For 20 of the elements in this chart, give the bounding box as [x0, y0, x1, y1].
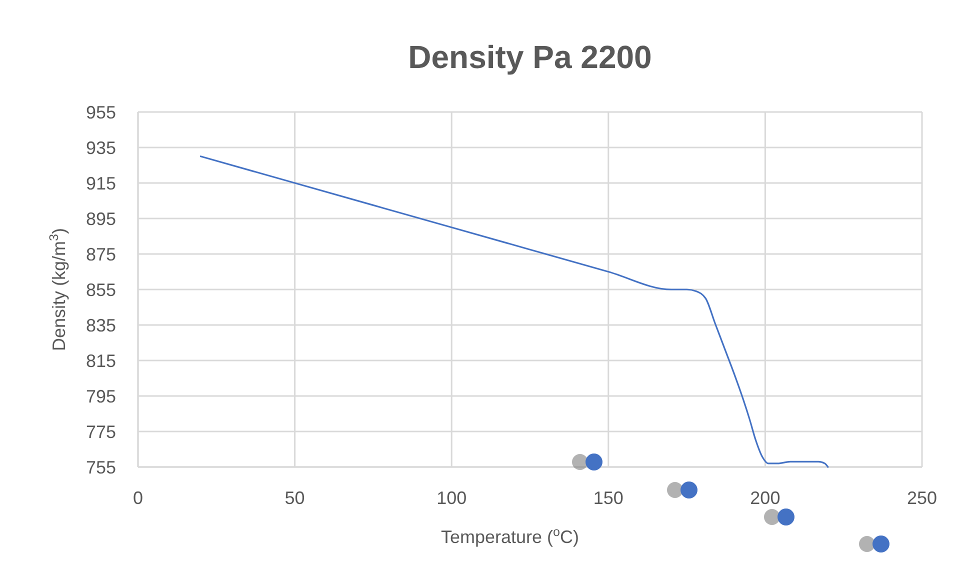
x-tick-label: 150 — [593, 488, 624, 508]
y-tick-label: 955 — [86, 102, 116, 122]
x-axis-title: Temperature ($^{o}$C) — [440, 525, 580, 547]
x-tick-label: 250 — [906, 488, 938, 508]
y-tick-label: 815 — [86, 350, 116, 371]
x-tick-label: 0 — [132, 488, 144, 508]
x-tick-label: 50 — [284, 488, 305, 508]
x-tick-label: 100 — [436, 488, 467, 508]
chart-title: Density Pa 2200 — [408, 39, 652, 75]
y-tick-label: 755 — [86, 457, 116, 478]
y-tick-label: 915 — [86, 173, 116, 194]
y-tick-label: 875 — [86, 244, 116, 264]
y-tick-label: 855 — [86, 280, 116, 300]
y-tick-label: 775 — [86, 422, 116, 442]
y-tick-label: 895 — [86, 208, 116, 229]
x-tick-label: 200 — [750, 488, 780, 508]
y-tick-label: 795 — [86, 386, 116, 406]
y-tick-label: 835 — [86, 315, 116, 336]
line-series — [200, 156, 829, 468]
y-tick-label: 935 — [86, 138, 116, 158]
